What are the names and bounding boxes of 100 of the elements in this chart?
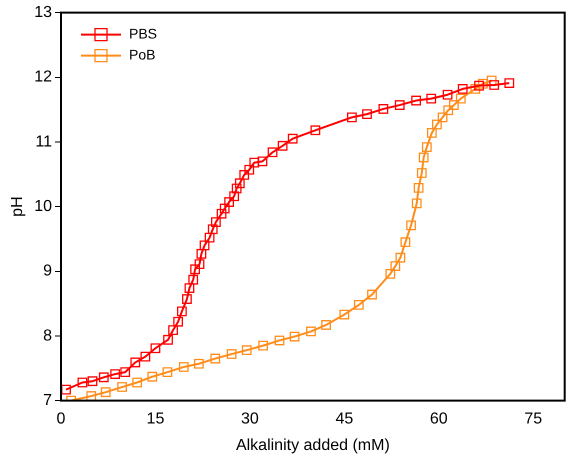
point: [395, 252, 406, 263]
point: [378, 104, 388, 114]
y-tick-label: 8: [43, 327, 52, 344]
point: [184, 283, 194, 293]
point: [110, 369, 120, 379]
x-tick-label: 75: [524, 410, 542, 428]
point: [432, 120, 442, 130]
point: [274, 336, 284, 346]
point: [474, 80, 484, 91]
y-tick-label: 11: [35, 133, 52, 150]
point: [182, 294, 192, 304]
point: [130, 358, 140, 368]
point: [176, 306, 187, 316]
point: [242, 345, 252, 356]
point: [163, 334, 173, 345]
point: [443, 105, 454, 116]
point: [140, 352, 150, 362]
point: [362, 109, 372, 120]
point: [188, 274, 198, 285]
point: [414, 182, 424, 193]
point: [310, 125, 320, 136]
point: [244, 164, 254, 175]
point: [173, 316, 183, 327]
point: [438, 112, 448, 122]
point: [220, 204, 230, 214]
point: [168, 325, 178, 336]
y-tick-label: 9: [43, 262, 52, 280]
point: [346, 112, 357, 122]
point: [278, 140, 288, 151]
point: [132, 378, 142, 388]
y-tick-label: 12: [34, 68, 52, 86]
x-tick-label: 30: [240, 410, 259, 428]
point: [426, 128, 437, 138]
y-axis-title: pH: [9, 196, 26, 217]
point: [226, 349, 237, 359]
point: [229, 191, 240, 202]
point: [194, 259, 204, 270]
point: [489, 80, 500, 90]
point: [354, 300, 364, 310]
point: [306, 326, 316, 336]
legend-label: PoB: [128, 46, 156, 62]
point: [224, 197, 234, 207]
point: [204, 232, 214, 243]
point: [442, 90, 452, 100]
point: [448, 100, 459, 110]
y-tick-label: 10: [34, 198, 52, 216]
point: [178, 362, 189, 372]
point: [385, 268, 396, 279]
point: [100, 387, 111, 398]
point: [258, 340, 268, 351]
point: [288, 134, 298, 144]
point: [400, 237, 410, 248]
x-tick-label: 45: [335, 410, 354, 428]
point: [150, 343, 160, 354]
point: [78, 378, 88, 388]
point: [117, 382, 127, 392]
point: [339, 310, 350, 320]
point: [216, 208, 226, 219]
point: [478, 78, 488, 89]
y-tick-label: 13: [34, 4, 52, 22]
point: [426, 94, 436, 104]
point: [239, 170, 250, 180]
point: [196, 248, 206, 259]
point: [504, 78, 514, 88]
point: [120, 367, 130, 378]
point: [200, 240, 210, 250]
point: [210, 217, 221, 228]
point: [394, 100, 405, 110]
point: [162, 367, 172, 378]
point: [418, 152, 429, 162]
point: [412, 198, 422, 208]
point: [88, 376, 98, 386]
point: [232, 184, 242, 194]
x-tick-label: 0: [56, 410, 66, 428]
point: [290, 332, 300, 342]
x-axis-title: Alkalinity added (mM): [236, 436, 390, 454]
point: [390, 261, 400, 271]
point: [416, 168, 427, 178]
point: [321, 320, 331, 330]
point: [147, 372, 158, 382]
point: [367, 290, 377, 300]
point: [470, 84, 480, 94]
legend-label: PBS: [128, 25, 158, 42]
y-tick-label: 7: [43, 392, 52, 410]
point: [422, 142, 432, 152]
point: [406, 220, 416, 230]
point: [208, 224, 218, 234]
point: [234, 178, 245, 188]
point: [249, 158, 260, 168]
point: [411, 96, 421, 106]
point: [61, 384, 71, 394]
point: [456, 94, 466, 104]
x-tick-label: 60: [430, 410, 448, 428]
point: [98, 372, 109, 382]
point: [268, 147, 278, 158]
point: [194, 358, 204, 369]
x-tick-label: 15: [146, 410, 164, 428]
point: [190, 264, 200, 274]
point: [210, 354, 220, 364]
point: [258, 156, 268, 166]
